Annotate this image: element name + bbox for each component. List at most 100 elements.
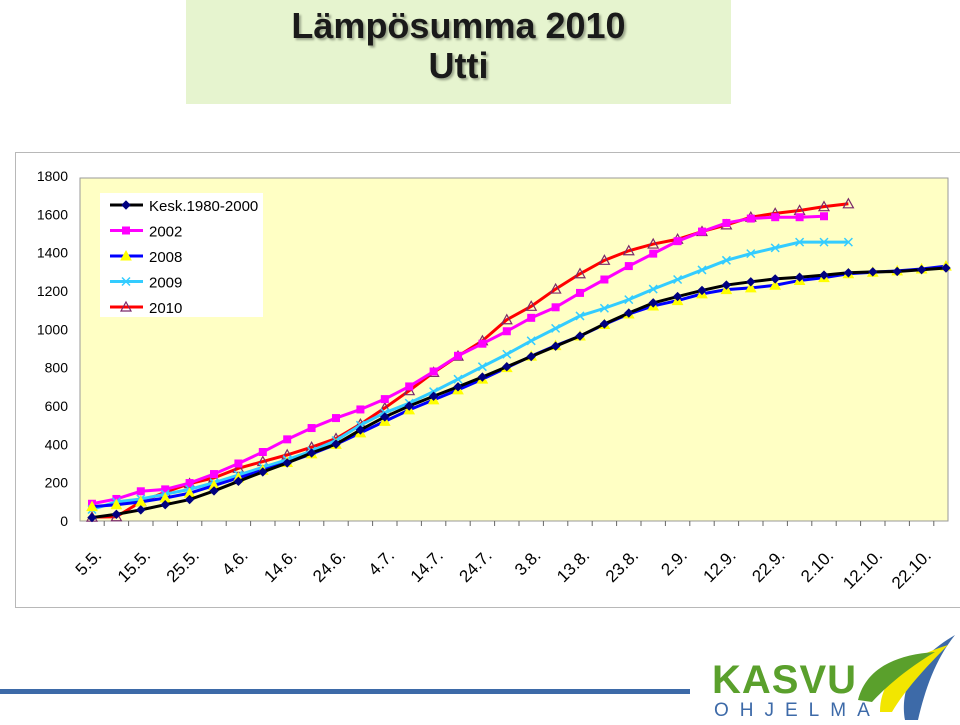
data-point — [184, 494, 195, 505]
data-point — [624, 262, 633, 271]
y-tick-label: 800 — [45, 360, 69, 376]
data-point — [527, 313, 536, 322]
chart-title-line2: Utti — [428, 45, 489, 86]
data-point — [771, 213, 780, 222]
data-point — [331, 439, 341, 449]
data-point — [209, 486, 219, 496]
data-point — [599, 319, 610, 329]
data-point — [721, 255, 731, 265]
x-tick-label: 14.7. — [407, 546, 447, 586]
data-point — [770, 243, 780, 253]
x-tick-label: 13.8. — [553, 546, 593, 586]
data-point — [697, 285, 707, 296]
data-point — [598, 254, 611, 265]
data-point — [647, 237, 660, 249]
data-point — [111, 509, 122, 519]
x-tick-label: 25.5. — [163, 546, 203, 586]
data-point — [649, 249, 658, 258]
data-point — [599, 303, 609, 313]
data-point — [868, 267, 878, 277]
data-point — [794, 272, 805, 282]
data-point — [185, 479, 194, 488]
x-tick-label: 23.8. — [602, 546, 642, 586]
data-point — [453, 382, 463, 392]
y-tick-label: 400 — [45, 436, 69, 452]
data-point — [673, 274, 683, 285]
data-point — [673, 237, 682, 246]
chart-title-line1: Lämpösumma 2010 — [291, 5, 626, 46]
data-point — [87, 512, 97, 523]
data-point — [258, 448, 267, 456]
data-point — [819, 237, 829, 247]
legend-label: 2002 — [149, 224, 182, 241]
x-tick-label: 15.5. — [114, 546, 154, 586]
data-point — [746, 277, 756, 287]
data-point — [477, 362, 487, 372]
data-point — [600, 275, 609, 284]
data-point — [551, 303, 560, 312]
data-point — [550, 341, 561, 351]
data-point — [526, 336, 536, 346]
x-tick-label: 22.10. — [888, 546, 935, 593]
data-point — [500, 313, 513, 325]
data-point — [648, 284, 658, 294]
y-tick-label: 1800 — [37, 168, 68, 184]
data-point — [356, 405, 365, 414]
data-point — [551, 323, 561, 333]
data-point — [380, 395, 389, 404]
data-point — [332, 414, 340, 423]
data-point — [819, 270, 829, 280]
data-point — [454, 351, 462, 360]
data-point — [210, 470, 218, 479]
data-point — [121, 200, 131, 210]
y-tick-label: 1600 — [37, 206, 68, 222]
legend-label: 2008 — [149, 249, 182, 266]
data-point — [478, 339, 487, 348]
x-tick-label: 24.7. — [456, 546, 496, 586]
data-point — [576, 288, 584, 297]
data-point — [842, 197, 855, 209]
data-point — [820, 212, 828, 221]
data-point — [86, 500, 98, 512]
data-point — [160, 500, 170, 510]
data-point — [843, 268, 854, 278]
data-point — [258, 467, 268, 477]
data-point — [722, 218, 731, 227]
data-point — [136, 505, 146, 515]
x-tick-label: 22.9. — [748, 546, 788, 586]
title-box: Lämpösumma 2010 Utti — [186, 0, 731, 104]
y-tick-label: 1200 — [37, 283, 68, 299]
data-point — [525, 300, 538, 311]
data-point — [502, 362, 512, 372]
x-tick-label: 2.10. — [797, 546, 837, 586]
data-point — [477, 372, 488, 382]
data-point — [795, 237, 805, 247]
x-tick-label: 12.10. — [839, 546, 886, 593]
data-point — [404, 401, 414, 411]
data-point — [453, 374, 463, 384]
x-tick-label: 4.7. — [365, 546, 398, 579]
x-tick-label: 2.9. — [657, 546, 690, 579]
data-point — [121, 276, 131, 287]
data-point — [405, 382, 414, 391]
y-tick-label: 1400 — [37, 245, 68, 261]
data-point — [502, 327, 511, 336]
data-point — [698, 227, 706, 236]
data-point — [843, 237, 853, 247]
y-tick-label: 600 — [45, 398, 69, 414]
data-point — [549, 282, 562, 294]
x-tick-label: 3.8. — [511, 546, 544, 579]
data-point — [672, 291, 683, 302]
data-point — [428, 391, 439, 401]
y-tick-label: 200 — [45, 475, 69, 491]
legend-label: 2009 — [149, 275, 182, 292]
data-point — [769, 279, 782, 290]
data-point — [120, 249, 132, 261]
data-point — [941, 263, 951, 273]
data-point — [770, 274, 780, 284]
series-line — [91, 240, 849, 511]
data-point — [916, 265, 927, 275]
data-point — [575, 331, 585, 341]
data-point — [744, 281, 757, 293]
